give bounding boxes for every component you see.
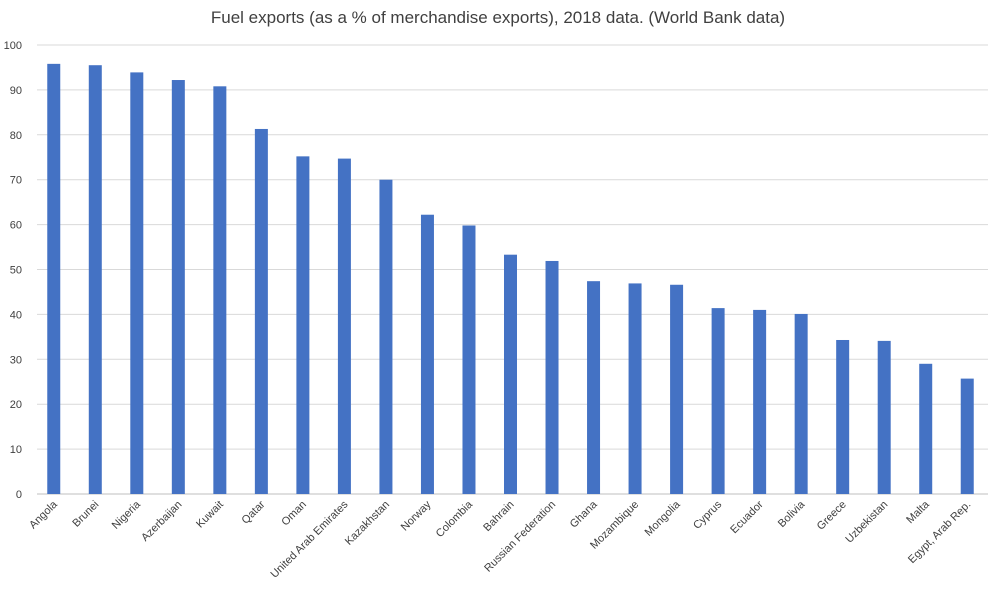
x-tick-label: Oman [279, 499, 309, 529]
x-tick-label: Uzbekistan [843, 499, 890, 546]
x-tick-label: Cyprus [691, 498, 724, 531]
y-tick-label: 40 [10, 309, 22, 321]
bars [47, 63, 974, 495]
bar-ecuador [753, 309, 767, 494]
bar-greece [836, 339, 850, 494]
x-tick-label: Kuwait [194, 499, 226, 531]
x-tick-label: Norway [399, 498, 434, 533]
x-tick-label: United Arab Emirates [269, 498, 351, 580]
x-tick-label: Malta [904, 498, 932, 526]
bar-uzbekistan [877, 340, 891, 494]
bar-ghana [587, 281, 601, 494]
bar-egypt-arab-rep- [960, 378, 974, 494]
x-tick-label: Nigeria [110, 498, 144, 532]
x-tick-label: Angola [27, 498, 60, 531]
bar-colombia [462, 225, 476, 495]
x-tick-label: Kazakhstan [343, 499, 392, 548]
bar-oman [296, 156, 310, 495]
y-tick-label: 20 [10, 399, 22, 411]
y-tick-label: 90 [10, 85, 22, 97]
y-tick-label: 60 [10, 220, 22, 232]
bar-mozambique [628, 283, 642, 494]
bar-nigeria [130, 72, 144, 494]
bar-bolivia [794, 313, 808, 494]
y-tick-label: 0 [16, 489, 22, 501]
x-tick-label: Azerbaijan [139, 499, 184, 544]
chart-title: Fuel exports (as a % of merchandise expo… [210, 8, 786, 27]
x-tick-label: Ecuador [728, 498, 766, 536]
bar-russian-federation [545, 260, 559, 494]
x-tick-label: Qatar [240, 498, 268, 526]
x-tick-label: Colombia [434, 498, 476, 540]
bar-mongolia [670, 284, 684, 494]
y-tick-label: 80 [10, 130, 22, 142]
bar-brunei [88, 65, 102, 494]
bar-cyprus [711, 308, 725, 494]
y-tick-label: 10 [10, 444, 22, 456]
y-tick-label: 100 [4, 40, 22, 52]
x-tick-label: Greece [815, 499, 849, 533]
x-tick-label: Brunei [70, 499, 101, 530]
x-tick-label: Bolivia [776, 498, 808, 530]
x-tick-label: Bahrain [481, 499, 516, 534]
y-tick-label: 50 [10, 265, 22, 277]
bar-kuwait [213, 86, 227, 495]
bar-qatar [254, 128, 268, 494]
bar-angola [47, 63, 61, 494]
bar-norway [420, 214, 434, 495]
bar-bahrain [504, 254, 517, 494]
bar-kazakhstan [379, 179, 393, 494]
y-axis-ticks: 0 10 20 30 40 50 60 70 80 90 100 [4, 40, 22, 501]
bar-united-arab-emirates [337, 158, 351, 495]
bar-azerbaijan [171, 80, 185, 494]
x-tick-label: Russian Federation [482, 499, 558, 575]
y-tick-label: 30 [10, 354, 22, 366]
x-tick-label: Mongolia [643, 498, 684, 539]
y-tick-label: 70 [10, 175, 22, 187]
x-tick-label: Ghana [568, 498, 600, 530]
bar-malta [919, 363, 933, 494]
